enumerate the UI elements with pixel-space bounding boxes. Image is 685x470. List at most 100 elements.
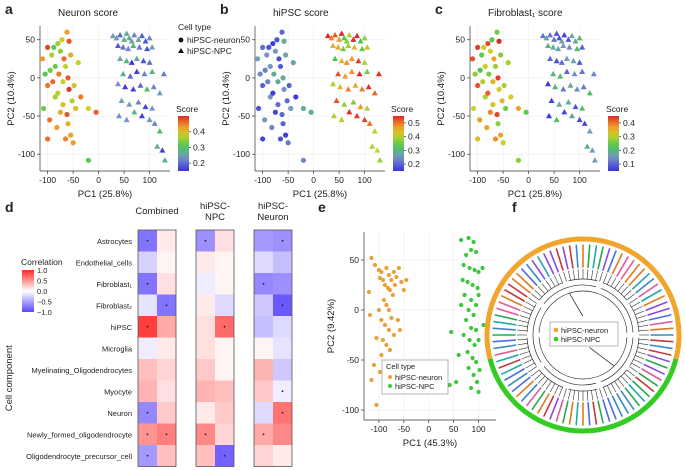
npc-point (352, 82, 359, 88)
group-border (137, 229, 177, 467)
y-axis-label: Cell component (4, 345, 15, 411)
significance-dot (281, 390, 284, 393)
npc-point (149, 105, 156, 111)
tip-label (492, 327, 516, 331)
tip-label (616, 393, 629, 414)
neuron-point (492, 63, 499, 70)
neuron-point (500, 140, 506, 146)
scatter-point (372, 262, 378, 268)
npc-point (576, 116, 583, 123)
npc-point (115, 42, 121, 49)
neuron-point (475, 44, 481, 50)
neuron-point (262, 67, 268, 73)
tip-label (494, 349, 518, 356)
y-axis-label: PC2 (10.4%) (436, 71, 447, 125)
significance-dot (281, 239, 284, 242)
heatmap-cell (196, 337, 215, 359)
npc-point (141, 70, 148, 77)
scatter-point (467, 337, 472, 343)
scatter-point (473, 249, 479, 255)
neuron-point (496, 86, 502, 92)
neuron-point (71, 82, 77, 89)
tip-label (543, 395, 555, 417)
neuron-point (489, 37, 495, 43)
npc-point (574, 45, 581, 52)
tip-branch (595, 389, 598, 400)
colorbar-tick-label: 0.3 (408, 145, 420, 155)
npc-point (591, 157, 598, 163)
npc-point (131, 109, 138, 115)
heatmap-cell (273, 316, 292, 338)
root-branch (569, 292, 584, 317)
neuron-point (475, 82, 481, 89)
scatter-point (401, 287, 406, 293)
tip-branch (523, 359, 533, 364)
tip-branch (591, 269, 594, 280)
tip-label (648, 314, 672, 321)
x-tick-label: 50 (449, 424, 459, 434)
npc-point (342, 73, 349, 79)
scatter-point (465, 349, 470, 355)
heatmap-cell (215, 230, 234, 252)
tip-label (496, 354, 519, 363)
npc-point (555, 45, 562, 52)
scatter-point (461, 262, 466, 268)
neuron-point (487, 109, 493, 115)
neuron-point (52, 63, 58, 70)
y-tick-label: -100 (342, 405, 359, 415)
x-axis-label: PC1 (45.3%) (403, 438, 457, 449)
tip-branch (591, 390, 594, 401)
legend-dot-icon (178, 37, 184, 43)
neuron-point (255, 105, 262, 112)
npc-point (137, 82, 144, 88)
tip-label (587, 402, 591, 426)
heatmap-cell (215, 359, 234, 381)
heatmap-cell (215, 380, 234, 402)
colorbar-title: Correlation (21, 257, 63, 267)
tip-label (624, 387, 640, 407)
tip-branch (620, 375, 629, 384)
legend-label: hiPSC-neuron (187, 35, 241, 45)
neuron-point (284, 98, 290, 104)
tip-label (516, 272, 534, 290)
heatmap-panel-d: d Combined hiPSC-NPChiPSC-NeuronAstrocytes… (4, 199, 293, 467)
tip-label (531, 390, 546, 411)
npc-point (364, 44, 371, 50)
y-tick-label: -50 (347, 355, 360, 365)
neuron-point (270, 90, 276, 96)
tip-label (511, 376, 531, 392)
scatter-point (466, 365, 471, 371)
scatter-point (384, 302, 389, 308)
scatter-point (384, 342, 389, 348)
npc-point (556, 35, 563, 41)
cluster-arc-npc (487, 358, 679, 434)
colorbar (393, 116, 404, 171)
heatmap-cell (157, 445, 176, 467)
neuron-point (42, 71, 48, 77)
heatmap-cell (215, 273, 234, 295)
neuron-point (66, 38, 72, 44)
neuron-point (264, 52, 270, 58)
legend-label: hiPSC-NPC (561, 335, 601, 344)
tip-branch (626, 369, 635, 377)
x-axis-label: PC1 (25.8%) (508, 189, 562, 200)
npc-point (335, 70, 342, 77)
significance-dot (262, 282, 265, 285)
significance-dot (146, 239, 149, 242)
neuron-point (501, 82, 507, 89)
npc-point (126, 35, 133, 41)
neuron-point (40, 105, 47, 112)
neuron-point (487, 48, 493, 54)
neuron-point (93, 109, 99, 115)
scatter-point (389, 277, 394, 283)
tip-branch (521, 310, 531, 315)
neuron-point (495, 121, 501, 127)
y-axis-label: PC2 (10.4%) (6, 71, 17, 125)
group-border (253, 229, 293, 467)
heatmap-cell (215, 423, 234, 445)
x-tick-label: 50 (334, 175, 344, 185)
heatmap-cell (273, 251, 292, 273)
neuron-point (470, 105, 477, 112)
scatter-point (399, 279, 404, 285)
